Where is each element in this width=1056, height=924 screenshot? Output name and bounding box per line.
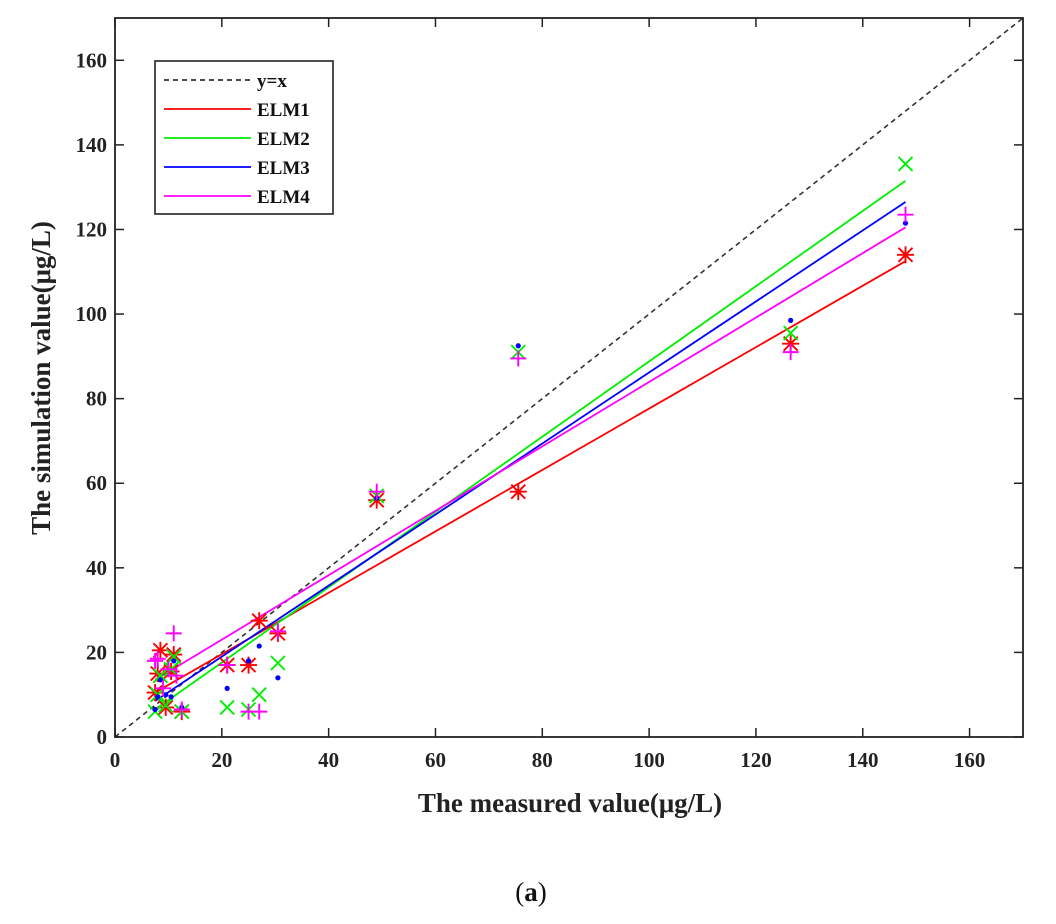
data-point-elm2-8: [219, 699, 235, 716]
panel-label: (a): [515, 877, 547, 907]
data-point-elm3-3: [157, 677, 163, 683]
fit-lines: [114, 17, 1024, 738]
x-tick-label-40: 40: [318, 748, 339, 772]
y-tick-label-80: 80: [86, 387, 107, 411]
data-point-elm4-5: [165, 625, 182, 642]
data-point-elm4-14: [782, 344, 799, 361]
x-tick-label-120: 120: [740, 748, 772, 772]
y-tick-label-20: 20: [86, 640, 107, 664]
data-point-elm2-4: [158, 697, 174, 713]
data-point-elm4-11: [269, 623, 286, 640]
y-tick-label-160: 160: [76, 48, 108, 72]
data-point-elm2-14: [782, 325, 799, 341]
data-point-elm1-15: [896, 246, 914, 264]
x-tick-label-100: 100: [633, 748, 665, 772]
legend: y=x ELM1 ELM2 ELM3 ELM4: [154, 60, 334, 215]
legend-label-elm2: ELM2: [257, 129, 310, 150]
x-tick-label-160: 160: [954, 748, 986, 772]
data-point-elm1-3: [151, 641, 169, 659]
x-tick-label-140: 140: [847, 748, 879, 772]
x-tick-label-0: 0: [110, 748, 121, 772]
y-tick-label-120: 120: [76, 217, 108, 241]
data-point-elm4-8: [219, 657, 236, 674]
data-point-elm3-13: [515, 343, 521, 349]
data-point-elm1-13: [509, 483, 527, 501]
data-point-elm4-1: [147, 652, 164, 669]
data-point-elm1-6: [165, 646, 183, 664]
x-tick-label-60: 60: [425, 748, 446, 772]
data-point-elm2-15: [897, 156, 914, 172]
data-point-elm2-6: [166, 648, 182, 665]
x-tick-label-20: 20: [211, 748, 232, 772]
data-point-elm3-2: [155, 694, 161, 700]
data-point-elm4-3: [155, 680, 172, 697]
data-point-elm3-6: [171, 658, 177, 664]
data-point-elm4-15: [897, 206, 914, 223]
y-tick-label-60: 60: [86, 471, 107, 495]
data-point-elm4-10: [251, 703, 268, 720]
data-point-elm2-3: [152, 668, 169, 684]
data-point-elm2-11: [270, 655, 286, 671]
y-tick-label-40: 40: [86, 556, 107, 580]
data-point-elm1-10: [250, 612, 268, 630]
reference-line-y-equals-x: [114, 17, 1024, 738]
data-point-elm3-14: [788, 317, 794, 324]
y-axis-title: The simulation value(μg/L): [26, 221, 56, 535]
legend-label-y-equals-x: y=x: [257, 71, 287, 92]
data-point-elm4-6: [168, 667, 185, 684]
data-point-elm2-10: [251, 687, 267, 703]
fit-line-elm2: [154, 180, 907, 711]
x-tick-label-80: 80: [532, 748, 553, 772]
data-point-elm3-10: [256, 643, 262, 649]
data-point-elm3-15: [902, 220, 909, 226]
data-point-elm4-2: [149, 650, 166, 667]
data-point-elm1-4: [157, 698, 175, 716]
fit-line-elm4: [154, 226, 906, 681]
legend-label-elm4: ELM4: [257, 187, 310, 208]
y-tick-label-0: 0: [97, 725, 108, 749]
data-point-elm3-11: [275, 675, 281, 681]
data-point-elm3-4: [163, 692, 169, 698]
fit-line-elm3: [154, 201, 906, 702]
data-point-elm3-5: [168, 694, 174, 700]
data-points: [146, 156, 914, 721]
data-point-elm4-4: [160, 661, 177, 678]
axes: 0 20 40 60 80 100 120 140 160 0 20 40 60 80 100 120 140 1…: [76, 17, 1024, 772]
x-axis-title: The measured value(μg/L): [418, 788, 722, 818]
data-point-elm4-12: [368, 483, 385, 500]
data-point-elm3-1: [152, 706, 158, 713]
plot-frame: [114, 17, 1024, 738]
y-tick-label-140: 140: [76, 133, 108, 157]
y-tick-label-100: 100: [76, 302, 108, 326]
data-point-elm4-7: [173, 701, 190, 718]
legend-label-elm3: ELM3: [257, 158, 310, 179]
data-point-elm3-8: [224, 685, 230, 691]
data-point-elm4-13: [510, 350, 527, 367]
legend-label-elm1: ELM1: [257, 100, 310, 121]
data-point-elm3-9: [245, 658, 252, 664]
